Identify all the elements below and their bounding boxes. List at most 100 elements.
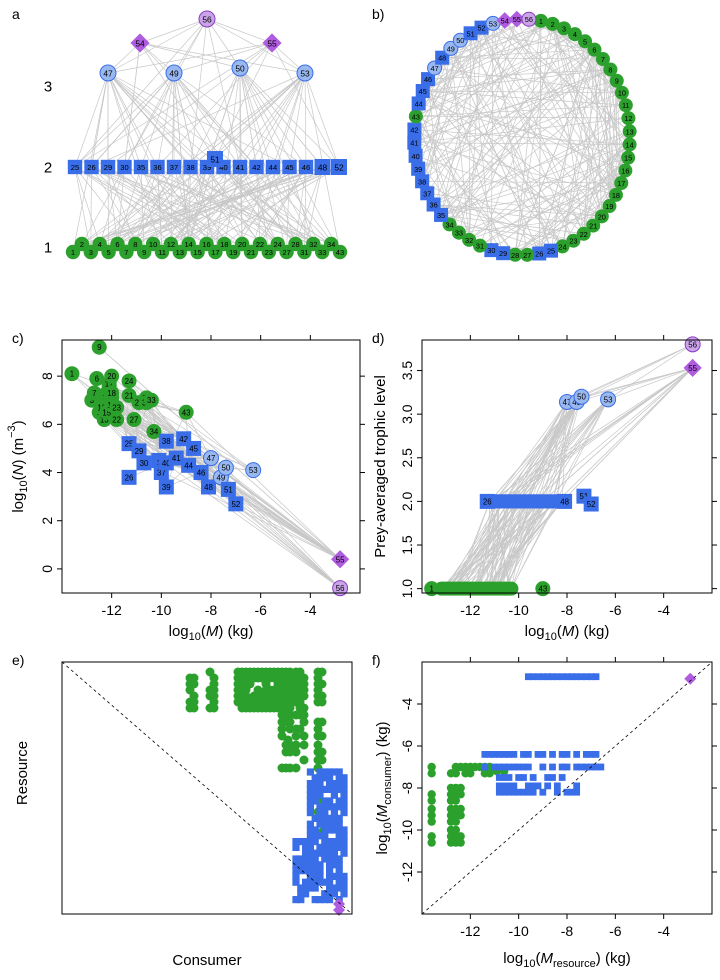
node- [306,843,314,851]
link [449,20,542,225]
node-40 [408,148,423,163]
node- [330,861,338,869]
panel-label: f) [372,652,381,668]
link [173,72,323,253]
node- [534,782,542,790]
link [74,18,208,168]
node-3 [557,21,572,36]
node-label-11: 11 [622,101,630,110]
link [239,72,306,168]
node- [297,838,305,846]
y-tick-label: -10 [399,820,415,840]
node- [573,788,581,796]
node- [456,804,465,814]
node-27 [126,412,142,428]
node-26 [84,159,99,175]
node- [306,820,314,828]
node-9 [91,339,107,355]
x-tick-label: -8 [561,602,574,618]
node- [313,724,323,734]
node-36 [426,197,441,212]
link [179,166,257,253]
node- [582,763,590,771]
link [581,344,693,398]
link [434,33,575,69]
node- [427,832,436,841]
node- [209,703,219,713]
node- [326,849,334,857]
node- [326,878,334,886]
link [146,402,341,589]
link [557,367,693,502]
node- [500,788,508,796]
link [538,80,618,254]
node-label-45: 45 [419,87,427,96]
node- [316,843,324,851]
node- [317,747,327,757]
link [514,170,626,256]
x-tick-label: -6 [609,923,622,939]
link [441,182,622,216]
node-1 [533,13,548,28]
node- [292,872,300,880]
node-53 [296,64,314,82]
node- [321,832,329,840]
node- [573,763,581,771]
node- [340,791,348,799]
node- [335,838,343,846]
link [414,49,595,144]
diagonal [61,661,353,915]
link [422,23,553,92]
node- [495,774,503,781]
node-label-56: 56 [202,15,212,25]
y-tick-label: 4 [39,468,55,476]
link [173,42,273,74]
node-33 [143,392,159,408]
link [139,42,216,160]
link [74,166,92,253]
node- [321,826,329,834]
node- [326,896,334,904]
node- [505,763,513,771]
node-1 [424,581,440,597]
node-label-39: 39 [203,163,211,172]
link [576,367,693,403]
node- [311,849,319,857]
link [99,411,341,560]
link [90,166,92,253]
link [124,42,141,168]
node- [330,820,338,828]
node- [456,790,465,799]
node- [299,740,309,750]
link [450,399,609,589]
link [552,23,603,217]
node-label-52: 52 [477,24,485,33]
node-label-27: 27 [130,416,139,425]
node-34 [146,424,162,440]
node- [292,861,300,869]
link [450,48,470,240]
node- [335,832,343,840]
node-label-2: 2 [551,20,555,29]
link [173,72,257,168]
node-33 [451,225,466,240]
node- [330,838,338,846]
node-30 [136,455,152,471]
node- [505,782,513,790]
link [81,166,323,245]
link [562,58,604,247]
node-label-56: 56 [336,584,345,593]
node- [330,803,338,811]
link [138,402,341,589]
node-18 [608,187,623,202]
link [448,501,558,589]
x-tick-label: -12 [102,602,122,618]
link [134,166,158,245]
link [206,166,261,245]
link [550,92,623,251]
node- [306,768,314,776]
node-47 [99,64,117,82]
node-label-44: 44 [269,163,277,172]
node- [302,861,310,869]
node- [316,820,324,828]
